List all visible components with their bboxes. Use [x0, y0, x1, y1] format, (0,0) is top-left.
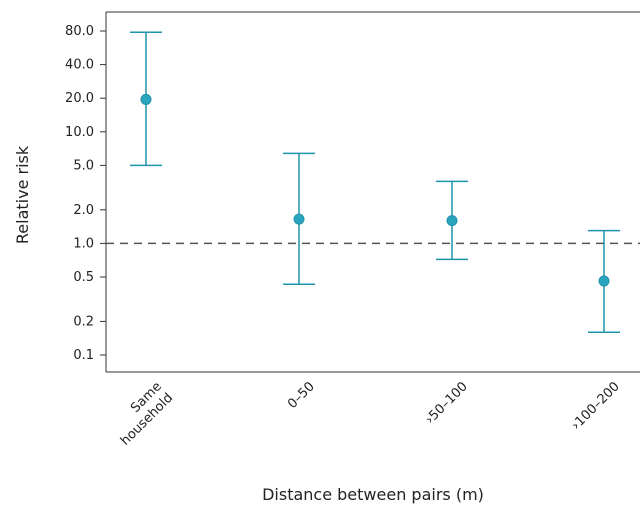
- y-tick-label: 0.1: [73, 348, 94, 363]
- y-axis-ticks: 0.1 0.2 0.5 1.0 2.0 5.0 10.0 20.0 40.0 80.0: [65, 24, 106, 363]
- y-tick-label: 0.2: [73, 314, 94, 329]
- y-tick-label: 2.0: [73, 203, 94, 218]
- data-point: [293, 213, 305, 225]
- data-point: [446, 215, 458, 227]
- x-tick-label: ›50–100: [423, 379, 471, 427]
- data-point: [598, 275, 610, 287]
- x-tick-label: Samehousehold: [107, 379, 176, 448]
- y-tick-label: 5.0: [73, 158, 94, 173]
- y-tick-label: 1.0: [73, 236, 94, 251]
- y-tick-label: 0.5: [73, 270, 94, 285]
- x-tick-label: 0–50: [285, 379, 318, 412]
- x-tick-label: ›100–200: [569, 379, 623, 433]
- y-tick-label: 80.0: [65, 24, 94, 39]
- data-point: [140, 93, 152, 105]
- y-tick-label: 20.0: [65, 91, 94, 106]
- y-tick-label: 40.0: [65, 58, 94, 73]
- plot-area: [105, 11, 640, 373]
- x-axis-title: Distance between pairs (m): [262, 485, 484, 504]
- y-tick-label: 10.0: [65, 125, 94, 140]
- series-relative-risk: [130, 31, 620, 333]
- x-axis-ticks: Samehousehold 0–50 ›50–100 ›100–200: [107, 379, 623, 448]
- y-axis-title: Relative risk: [13, 145, 32, 244]
